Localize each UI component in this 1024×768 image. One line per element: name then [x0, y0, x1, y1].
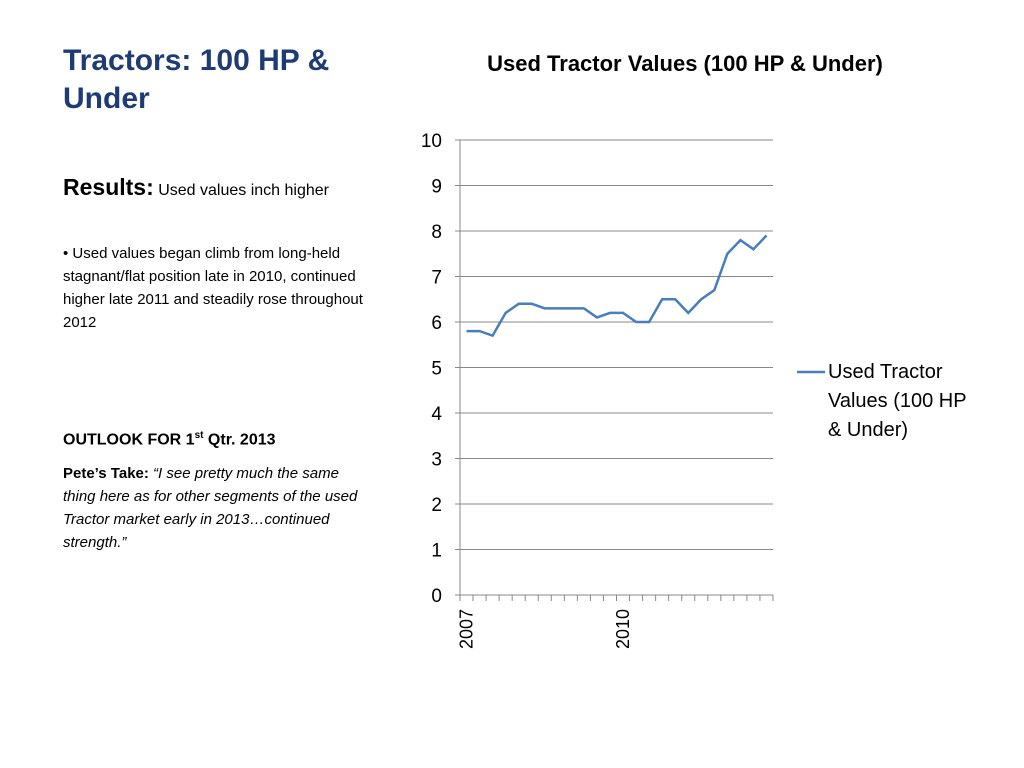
x-tick-label: 2007: [457, 609, 477, 649]
results: Results: Used values inch higher: [63, 174, 403, 201]
y-tick-label: 2: [431, 495, 442, 516]
outlook-heading: OUTLOOK FOR 1st Qtr. 2013: [63, 430, 383, 449]
y-tick-label: 0: [431, 586, 442, 607]
y-tick-label: 5: [431, 359, 442, 380]
slide-title: Tractors: 100 HP & Under: [63, 44, 330, 115]
heading-rest: Qtr. 2013: [203, 431, 276, 449]
y-tick-label: 1: [431, 541, 442, 562]
y-tick-label: 9: [431, 177, 442, 198]
take-label: Pete’s Take:: [63, 465, 149, 482]
y-tick-label: 10: [421, 131, 442, 152]
results-bullet: • Used values began climb from long-held…: [63, 245, 363, 331]
y-tick-label: 4: [431, 404, 442, 425]
results-label: Results:: [63, 174, 154, 200]
legend-label: Used Tractor Values (100 HP & Under): [828, 361, 967, 441]
superscript: st: [194, 430, 204, 441]
y-tick-label: 3: [431, 450, 442, 471]
y-tick-label: 8: [431, 222, 442, 243]
outlook-take: Pete’s Take: “I see pretty much the same…: [63, 462, 373, 554]
series-line: [466, 234, 768, 338]
y-tick-label: 7: [431, 268, 442, 289]
y-tick-label: 6: [431, 313, 442, 334]
results-summary: Used values inch higher: [158, 182, 329, 199]
heading: OUTLOOK FOR 1: [63, 431, 195, 449]
chart-title: Used Tractor Values (100 HP & Under): [487, 51, 883, 76]
x-tick-label: 2010: [613, 609, 633, 649]
take-text: “I see pretty much the same thing here a…: [63, 465, 358, 551]
